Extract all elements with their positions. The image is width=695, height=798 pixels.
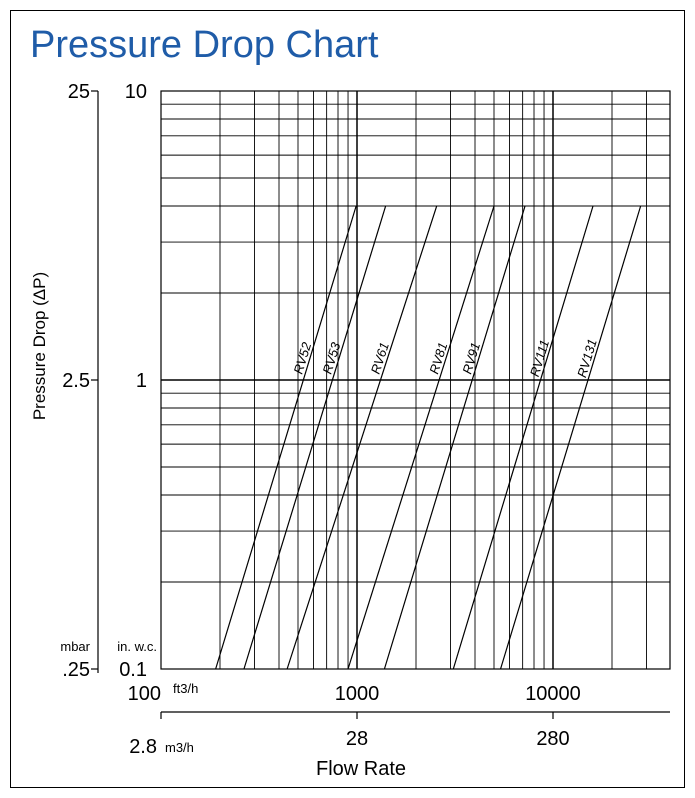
ft3h-tick-label: 10000 bbox=[525, 683, 581, 705]
x-axis-label: Flow Rate bbox=[316, 758, 406, 780]
series-label-rv53: RV53 bbox=[320, 340, 344, 376]
m3h-unit-label: m3/h bbox=[165, 740, 194, 755]
mbar-unit-label: mbar bbox=[60, 639, 90, 654]
series-line-rv52 bbox=[215, 205, 357, 670]
series-label-rv91: RV91 bbox=[459, 341, 483, 376]
inwc-unit-label: in. w.c. bbox=[117, 639, 157, 654]
series-line-rv91 bbox=[383, 205, 526, 670]
inwc-tick-label: 10 bbox=[125, 81, 147, 103]
mbar-tick-label: 2.5 bbox=[62, 370, 90, 392]
ft3h-tick-label: 1000 bbox=[335, 683, 380, 705]
series-line-rv131 bbox=[499, 205, 642, 670]
series-line-rv81 bbox=[347, 205, 495, 670]
chart-frame bbox=[10, 10, 685, 788]
m3h-tick-label: 28 bbox=[346, 728, 368, 750]
mbar-tick-label: 25 bbox=[68, 81, 90, 103]
series-line-rv111 bbox=[452, 205, 594, 670]
series-label-rv52: RV52 bbox=[290, 340, 314, 376]
m3h-tick-label: 280 bbox=[536, 728, 569, 750]
m3h-tick-label: 2.8 bbox=[129, 736, 157, 758]
series-line-rv61 bbox=[286, 205, 438, 670]
inwc-tick-label: 0.1 bbox=[119, 659, 147, 681]
series-label-rv61: RV61 bbox=[368, 340, 392, 375]
series-label-rv81: RV81 bbox=[426, 340, 450, 375]
inwc-tick-label: 1 bbox=[136, 370, 147, 392]
series-line-rv53 bbox=[243, 205, 387, 670]
ft3h-tick-label: 100 bbox=[128, 683, 161, 705]
chart-title: Pressure Drop Chart bbox=[30, 24, 379, 66]
ft3h-unit-label: ft3/h bbox=[173, 681, 198, 696]
series-label-rv111: RV111 bbox=[527, 338, 552, 378]
mbar-tick-label: .25 bbox=[62, 659, 90, 681]
series-label-rv131: RV131 bbox=[574, 337, 600, 379]
